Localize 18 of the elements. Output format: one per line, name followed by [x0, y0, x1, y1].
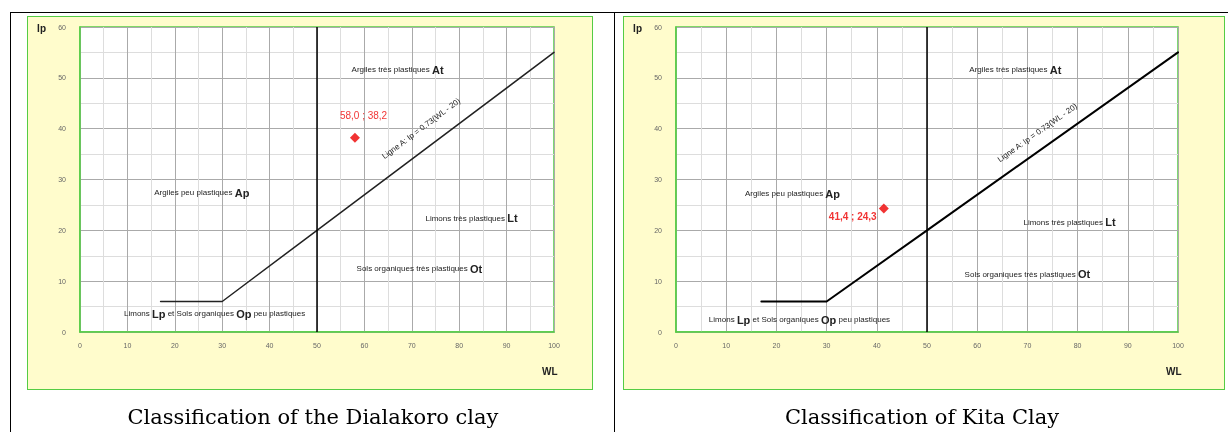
data-label: 58,0 ; 38,2: [339, 110, 388, 122]
y-axis-title: Ip: [37, 22, 46, 34]
annotation: Limons très plastiques Lt: [1023, 216, 1116, 229]
data-label: 41,4 ; 24,3: [828, 210, 878, 222]
text: Classification of the Dialakoro clay: [126, 404, 500, 431]
annotation: Argiles peu plastiques Ap: [744, 187, 841, 200]
annotation: Limons Lp et Sols organiques Op peu plastiques: [708, 313, 891, 326]
y-axis-title: Ip: [633, 22, 642, 34]
annotation: Argiles très plastiques At: [969, 63, 1062, 76]
annotation: Sols organiques très plastiques Ot: [964, 268, 1091, 281]
text: Classification of Kita Clay: [783, 404, 1061, 431]
annotation: Argiles peu plastiques Ap: [154, 186, 250, 199]
annotation: Argiles très plastiques At: [351, 63, 444, 76]
x-axis-title: WL: [542, 365, 558, 377]
annotation: Limons très plastiques Lt: [425, 212, 518, 225]
x-axis-title: WL: [1166, 365, 1182, 377]
annotation: Limons Lp et Sols organiques Op peu plastiques: [123, 307, 306, 320]
annotation: Sols organiques très plastiques Ot: [356, 262, 483, 275]
